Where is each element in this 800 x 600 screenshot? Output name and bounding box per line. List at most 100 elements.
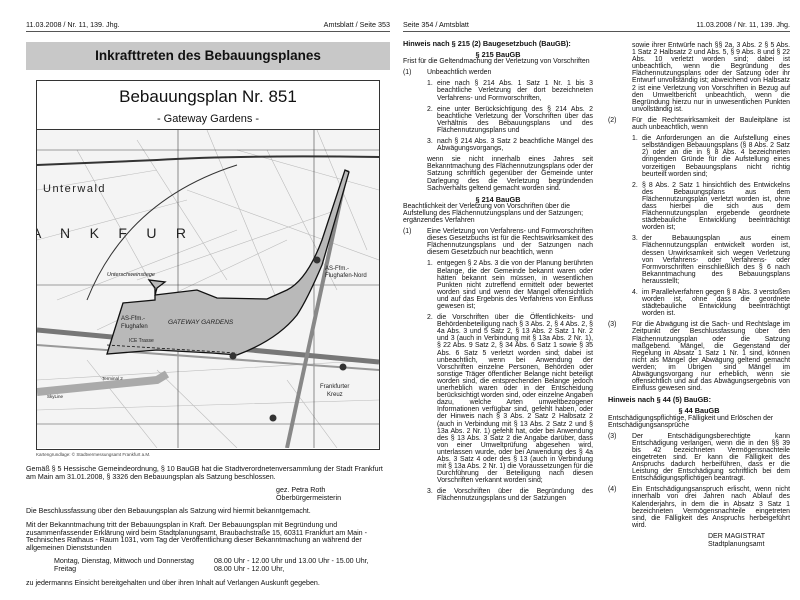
item-number: 1.	[427, 80, 433, 88]
list-item: 3. die Vorschriften über die Begründung d…	[427, 488, 593, 502]
item-number: 2.	[632, 181, 638, 189]
signature-block: DER MAGISTRAT Stadtplanungsamt	[708, 533, 790, 549]
list-item: 1. entgegen § 2 Abs. 3 die von der Planun…	[427, 260, 593, 310]
paragraph: Mit der Bekanntmachung tritt der Bebauun…	[26, 520, 367, 552]
map-label-unterwald: Unterwald	[43, 183, 106, 195]
map-caption: Kartengrundlage: © Stadtvermessungsamt F…	[36, 452, 151, 457]
item-text: § 8 Abs. 2 Satz 1 hinsichtlich des Entwi…	[642, 181, 790, 232]
map-label-as-flughafen-2: Flughafen	[121, 324, 148, 330]
list-item: 3. der Bebauungsplan aus einem Flächennut…	[632, 235, 790, 285]
section-subtitle: Frist für die Geltendmachung der Verletz…	[403, 58, 590, 66]
page-header-right: Seite 354 / Amtsblatt 11.03.2008 / Nr. 11…	[403, 20, 790, 32]
plan-figure: Bebauungsplan Nr. 851 - Gateway Gardens …	[36, 80, 380, 450]
subsection: (4) Ein Entschädigungsanspruch erlischt, …	[608, 486, 790, 529]
section-heading: § 215 BauGB	[475, 50, 521, 60]
item-number: 1.	[632, 135, 638, 143]
subsection-text: Eine Verletzung von Verfahrens- und Form…	[427, 228, 593, 257]
map-label-as-flughafen: AS-Ffm.-	[121, 316, 145, 322]
notice-heading: Hinweis nach § 44 (5) BauGB:	[608, 395, 711, 405]
subsection: (2) Für die Rechtswirksamkeit der Bauleit…	[608, 117, 790, 131]
hours-days: Freitag	[54, 564, 77, 573]
list-item: 2. die Vorschriften über die Öffentlichke…	[427, 314, 593, 484]
signer-name: gez. Petra Roth	[276, 486, 326, 495]
subsection-number: (3)	[608, 321, 617, 329]
notice-heading: Hinweis nach § 215 (2) Baugesetzbuch (Ba…	[403, 39, 571, 48]
right-page-column-2: sowie ihrer Entwürfe nach §§ 2a, 3 Abs. …	[608, 42, 790, 549]
header-date: 11.03.2008 / Nr. 11, 139. Jhg.	[696, 20, 790, 29]
subsection-text: Der Entschädigungsberechtigte kann Entsc…	[632, 432, 790, 483]
announcement-text: Gemäß § 5 Hessische Gemeindeordnung, § 1…	[26, 465, 390, 593]
location-map: Unterwald A N K F U R Unterschweinstiege…	[37, 130, 379, 448]
subsection-number: (3)	[608, 432, 617, 440]
item-text: die Anforderungen an die Aufstellung ein…	[642, 135, 790, 178]
paragraph: Gemäß § 5 Hessische Gemeindeordnung, § 1…	[26, 465, 383, 481]
item-text: eine nach § 214 Abs. 1 Satz 1 Nr. 1 bis …	[437, 80, 593, 102]
map-label-as-nord-2: Flughafen-Nord	[325, 273, 367, 279]
signature: gez. Petra Roth Oberbürgermeisterin	[276, 486, 390, 502]
subsection-number: (1)	[403, 69, 412, 77]
map-label-kreuz: Frankfurter	[320, 384, 349, 390]
paragraph: zu jedermanns Einsicht bereitgehalten un…	[26, 578, 320, 587]
item-number: 3.	[427, 488, 433, 496]
page-header-left: 11.03.2008 / Nr. 11, 139. Jhg. Amtsblatt …	[26, 20, 390, 32]
section-heading: § 214 BauGB	[475, 194, 521, 204]
subsection-number: (4)	[608, 486, 617, 494]
map-label-terminal: Terminal 2	[102, 376, 123, 381]
map-label-kreuz-2: Kreuz	[327, 392, 343, 398]
list-item: 1. die Anforderungen an die Aufstellung e…	[632, 135, 790, 178]
item-number: 2.	[427, 314, 433, 322]
section-subtitle: Beachtlichkeit der Verletzung von Vorsch…	[403, 202, 584, 224]
hours-times: 08.00 Uhr - 12.00 Uhr und 13.00 Uhr - 15…	[214, 557, 369, 566]
item-number: 3.	[632, 235, 638, 243]
map-label-gateway-gardens: GATEWAY GARDENS	[168, 319, 234, 326]
section-subtitle: Entschädigungspflichtige, Fälligkeit und…	[608, 414, 774, 429]
map-label-ice-trasse: ICE Trasse	[129, 338, 154, 344]
item-number: 1.	[427, 260, 433, 268]
subsection-text: Für die Rechtswirksamkeit der Bauleitplä…	[632, 116, 790, 132]
hours-days: Montag, Dienstag, Mittwoch und Donnersta…	[54, 557, 194, 566]
subsection-number: (2)	[608, 116, 617, 124]
header-page: Seite 354 / Amtsblatt	[403, 20, 469, 29]
map-label-as-nord: AS-Ffm.-	[325, 266, 349, 272]
paragraph: wenn sie nicht innerhalb eines Jahres se…	[427, 156, 593, 192]
plan-subtitle: - Gateway Gardens -	[37, 108, 379, 130]
signer-title: Oberbürgermeisterin	[276, 493, 342, 502]
list-item: 4. im Parallelverfahren gegen § 8 Abs. 3 …	[632, 289, 790, 317]
subsection: (1) Unbeachtlich werden	[403, 69, 593, 76]
subsection-text: Ein Entschädigungsanspruch erlischt, wen…	[632, 486, 790, 529]
plan-area	[106, 169, 350, 356]
map-label-frankfurt: A N K F U R	[37, 225, 186, 241]
subsection: (3) Der Entschädigungsberechtigte kann En…	[608, 433, 790, 483]
plan-title: Bebauungsplan Nr. 851	[119, 87, 297, 106]
right-page-column-1: Hinweis nach § 215 (2) Baugesetzbuch (Ba…	[403, 40, 593, 507]
item-text: entgegen § 2 Abs. 3 die von der Planung …	[437, 260, 593, 310]
item-text: im Parallelverfahren gegen § 8 Abs. 3 ve…	[642, 289, 790, 318]
list-item: 1. eine nach § 214 Abs. 1 Satz 1 Nr. 1 bi…	[427, 80, 593, 101]
authority-name: DER MAGISTRAT	[708, 532, 766, 540]
list-item: 2. eine unter Berücksichtigung des § 214 …	[427, 106, 593, 134]
subsection: (1) Eine Verletzung von Verfahrens- und F…	[403, 228, 593, 256]
item-text: die Vorschriften über die Öffentlichkeit…	[437, 314, 593, 485]
item-number: 3.	[427, 138, 433, 146]
header-date: 11.03.2008 / Nr. 11, 139. Jhg.	[26, 20, 120, 29]
paragraph: Die Beschlussfassung über den Bebauungsp…	[26, 507, 311, 516]
item-number: 4.	[632, 289, 638, 296]
section-title: Inkrafttreten des Bebauungsplanes	[26, 42, 390, 70]
motorway-shield-icon	[229, 256, 347, 422]
header-page: Amtsblatt / Seite 353	[323, 20, 390, 29]
item-text: eine unter Berücksichtigung des § 214 Ab…	[437, 105, 593, 134]
map-label-unterschweinstiege: Unterschweinstiege	[107, 272, 155, 278]
paragraph: sowie ihrer Entwürfe nach §§ 2a, 3 Abs. …	[632, 42, 790, 113]
subsection-text: Unbeachtlich werden	[427, 69, 492, 77]
item-number: 2.	[427, 105, 433, 113]
list-item: 2. § 8 Abs. 2 Satz 1 hinsichtlich des Ent…	[632, 182, 790, 232]
authority-department: Stadtplanungsamt	[708, 540, 765, 548]
item-text: die Vorschriften über die Begründung des…	[437, 488, 593, 503]
hours-times: 08.00 Uhr - 12.00 Uhr,	[214, 564, 285, 573]
list-item: 3. nach § 214 Abs. 3 Satz 2 beachtliche M…	[427, 138, 593, 152]
map-label-skyline: SkyLine	[47, 394, 64, 399]
office-hours: Montag, Dienstag, Mittwoch und Donnersta…	[54, 558, 390, 573]
item-text: der Bebauungsplan aus einem Flächennutzu…	[642, 235, 790, 285]
section-heading: § 44 BauGB	[678, 406, 720, 416]
subsection-text: Für die Abwägung ist die Sach- und Recht…	[632, 321, 790, 393]
